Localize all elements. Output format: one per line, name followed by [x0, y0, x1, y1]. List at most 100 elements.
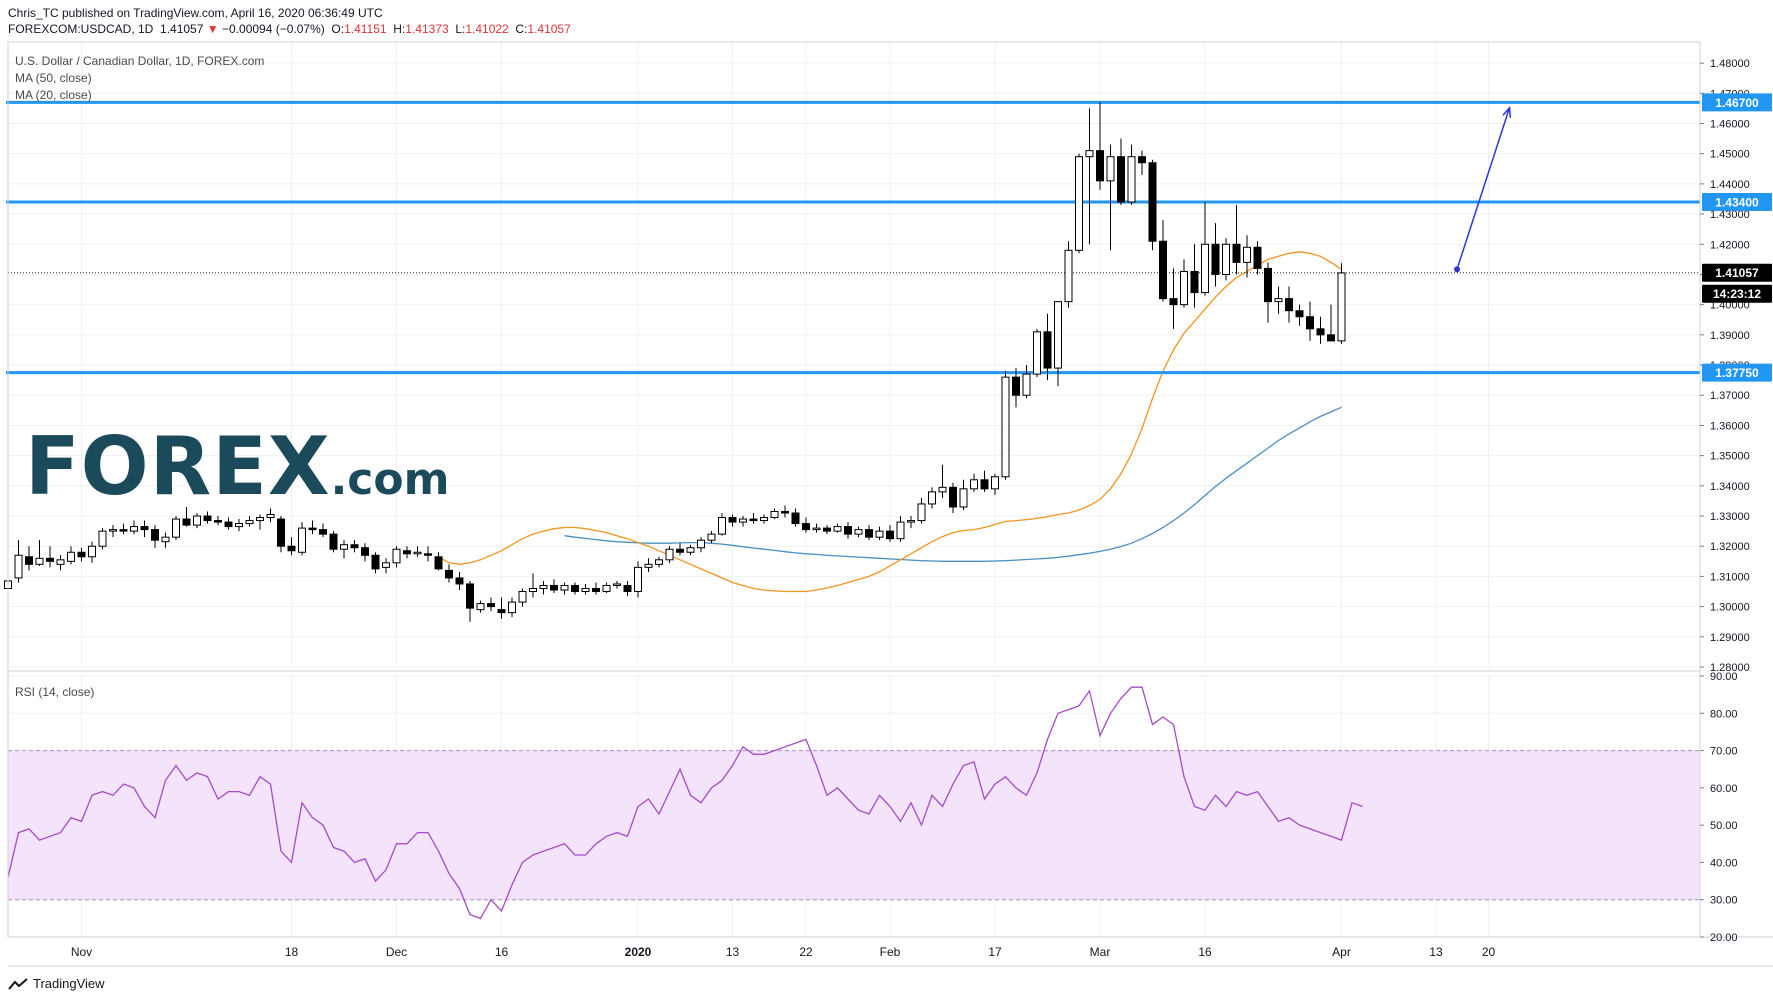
- candle-body: [161, 536, 170, 543]
- candle-body: [1075, 156, 1083, 251]
- tradingview-brand[interactable]: TradingView: [8, 976, 105, 991]
- candle-body: [907, 520, 915, 523]
- candle-body: [1169, 298, 1178, 306]
- candle-body: [1253, 246, 1262, 269]
- close-label: C:: [515, 22, 528, 36]
- candle-body: [833, 526, 842, 532]
- rsi-tick-label: 30.00: [1710, 895, 1738, 907]
- forex-logo: FOREX.com: [25, 420, 449, 513]
- price-tick-label: 1.31000: [1710, 571, 1750, 583]
- candle-body: [403, 550, 411, 555]
- candle-body: [487, 603, 495, 608]
- candle-body: [1337, 272, 1346, 342]
- time-tick-label: 18: [285, 945, 299, 959]
- candle-body: [319, 529, 327, 535]
- price-tick-label: 1.29000: [1710, 632, 1750, 644]
- price-labels: 1.46700 1.43400 1.37750 1.41057 14:23:12: [1702, 93, 1772, 382]
- time-tick-label: Feb: [880, 945, 901, 959]
- candle-body: [298, 527, 306, 553]
- candle-body: [928, 491, 936, 505]
- candle-body: [67, 551, 75, 562]
- candle-body: [413, 551, 422, 555]
- last-price: 1.41057: [160, 22, 204, 36]
- candle-body: [1033, 331, 1041, 375]
- candle-body: [1243, 246, 1251, 263]
- time-tick-label: 13: [1429, 945, 1443, 959]
- tradingview-label: TradingView: [33, 976, 105, 991]
- candle-body: [14, 554, 23, 579]
- candle-body: [812, 527, 821, 531]
- high-value: 1.41373: [405, 22, 449, 36]
- logo-suffix: .com: [330, 454, 450, 505]
- candle-body: [130, 526, 138, 532]
- rsi-legend: RSI (14, close): [15, 685, 95, 699]
- candle-body: [749, 518, 758, 522]
- candle-body: [445, 569, 453, 579]
- candle-body: [1211, 243, 1220, 275]
- candle-body: [508, 601, 516, 614]
- candle-body: [203, 515, 212, 522]
- moving-averages: [438, 251, 1342, 593]
- close-value: 1.41057: [527, 22, 571, 36]
- rsi-tick-label: 80.00: [1710, 708, 1738, 720]
- candle-body: [550, 584, 558, 591]
- open-label: O:: [331, 22, 345, 36]
- ma20-line: [438, 251, 1342, 593]
- candle-body: [865, 529, 873, 538]
- candle-body: [1043, 331, 1052, 369]
- candle-body: [1148, 162, 1157, 242]
- candle-body: [392, 548, 401, 564]
- candle-body: [1306, 316, 1314, 330]
- candle-body: [991, 476, 999, 490]
- time-tick-label: 2020: [625, 945, 652, 959]
- candle-body: [697, 539, 705, 549]
- candle-body: [718, 517, 726, 535]
- level-price-label: 1.43400: [1715, 195, 1759, 209]
- price-tick-label: 1.37000: [1710, 390, 1750, 402]
- rsi-axis[interactable]: 20.00 30.00 40.00 50.00 60.00 70.00 80.00 90.00: [1700, 671, 1738, 944]
- candle-body: [56, 559, 65, 565]
- candle-body: [802, 523, 810, 531]
- bar-countdown-label: 14:23:12: [1713, 287, 1761, 301]
- candle-body: [1222, 243, 1230, 275]
- candle-body: [970, 479, 978, 490]
- rsi-series-line: [7, 686, 1363, 920]
- candle-body: [308, 527, 317, 531]
- price-change: −0.00094 (−0.07%): [222, 22, 325, 36]
- candle-body: [476, 603, 485, 611]
- candle-body: [109, 529, 117, 532]
- candle-body: [235, 523, 243, 528]
- level-price-label: 1.46700: [1715, 96, 1759, 110]
- time-axis[interactable]: Nov 18 Dec 16 2020 13 22 Feb 17 Mar 16 Apr 13 20: [71, 945, 1496, 959]
- candle-body: [256, 517, 264, 522]
- rsi-tick-label: 70.00: [1710, 746, 1738, 758]
- candle-body: [1180, 270, 1188, 306]
- candle-body: [949, 486, 957, 508]
- candle-body: [329, 533, 338, 550]
- candle-body: [1327, 334, 1335, 342]
- candle-body: [46, 557, 54, 562]
- candle-body: [1106, 156, 1115, 182]
- candle-body: [634, 566, 642, 593]
- candle-body: [35, 557, 44, 565]
- time-tick-label: Dec: [386, 945, 407, 959]
- candle-body: [214, 520, 222, 523]
- bar-countdown-label-bg: [1702, 284, 1772, 303]
- candle-body: [518, 591, 527, 603]
- current-price-label: 1.41057: [1715, 266, 1759, 280]
- price-tick-label: 1.33000: [1710, 511, 1750, 523]
- low-value: 1.41022: [465, 22, 509, 36]
- horizontal-levels: [6, 100, 1700, 375]
- candle-body: [770, 510, 779, 519]
- candle-body: [739, 518, 747, 523]
- price-tick-label: 1.36000: [1710, 420, 1750, 432]
- rsi-line: [7, 686, 1363, 920]
- price-tick-label: 1.30000: [1710, 602, 1750, 614]
- candle-body: [266, 514, 275, 519]
- rsi-tick-label: 60.00: [1710, 783, 1738, 795]
- rsi-band: [8, 750, 1700, 900]
- ma50-line: [564, 406, 1342, 562]
- ma20-legend: MA (20, close): [15, 88, 92, 102]
